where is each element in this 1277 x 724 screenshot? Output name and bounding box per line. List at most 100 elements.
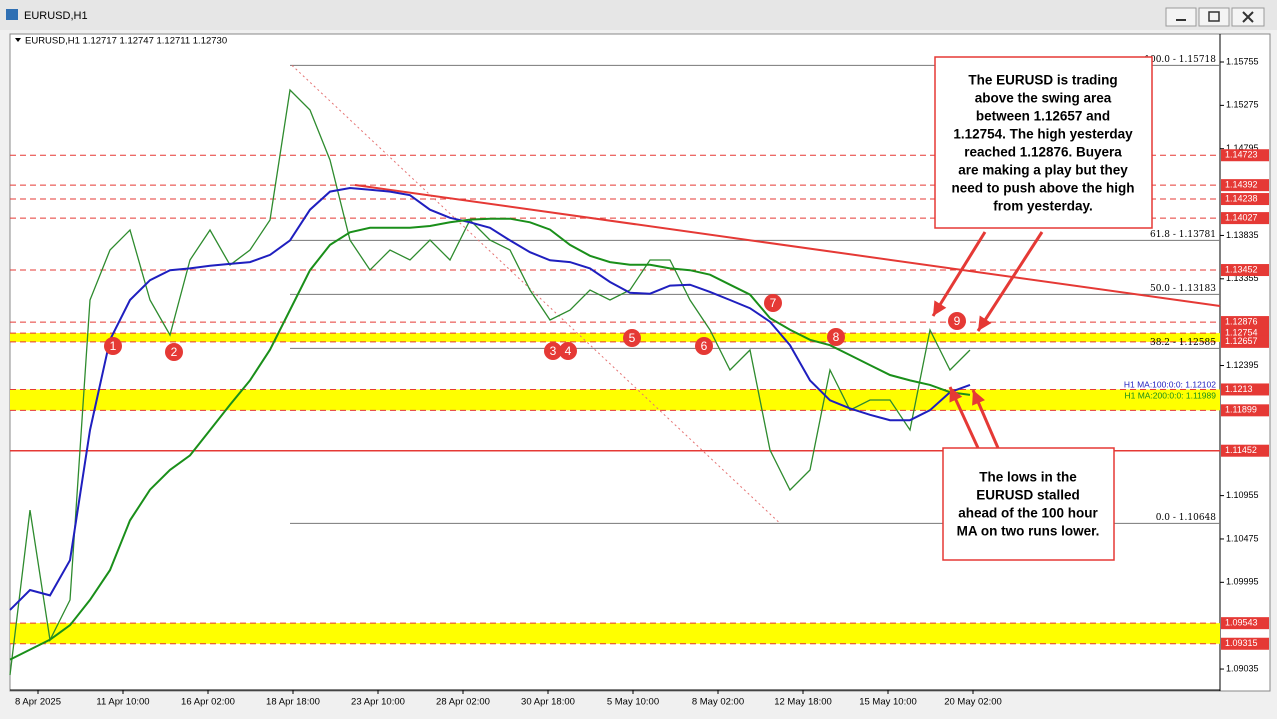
- annotation-text: The lows in the: [979, 470, 1077, 485]
- ma-label: H1 MA:200:0:0: 1.11989: [1124, 390, 1216, 400]
- support-zone: [10, 623, 1220, 644]
- marker-label: 2: [171, 345, 178, 359]
- annotation-text: reached 1.12876. Buyera: [964, 145, 1122, 160]
- fib-label: 38.2 - 1.12585: [1150, 338, 1216, 348]
- y-tick-label: 1.09035: [1226, 663, 1259, 673]
- x-tick-label: 20 May 02:00: [944, 697, 1002, 708]
- fib-label: 100.0 - 1.15718: [1144, 55, 1216, 65]
- close-icon: [1242, 11, 1254, 23]
- level-label-bg: [1221, 212, 1269, 225]
- marker-label: 5: [629, 331, 636, 345]
- y-tick-label: 1.14795: [1226, 143, 1259, 153]
- level-label-bg: [1221, 444, 1269, 457]
- marker-circle: [104, 337, 122, 355]
- marker-label: 6: [701, 339, 708, 353]
- marker-circle: [544, 342, 562, 360]
- marker-label: 4: [565, 344, 572, 358]
- level-label: 1.14027: [1225, 212, 1258, 222]
- level-label: 1.12754: [1225, 327, 1258, 337]
- fib-label: 0.0 - 1.10648: [1156, 513, 1217, 523]
- level-label: 1.14238: [1225, 193, 1258, 203]
- y-tick-label: 1.10475: [1226, 533, 1259, 543]
- window-icon: [6, 9, 18, 20]
- x-tick-label: 12 May 18:00: [774, 697, 832, 708]
- marker-circle: [559, 342, 577, 360]
- marker-label: 8: [833, 330, 840, 344]
- arrow-head: [978, 315, 992, 331]
- level-label-bg: [1221, 179, 1269, 192]
- marker-circle: [764, 294, 782, 312]
- annotation-text: need to push above the high: [951, 181, 1134, 196]
- marker-label: 1: [110, 339, 117, 353]
- level-label: 1.14392: [1225, 180, 1258, 190]
- marker-label: 7: [770, 296, 777, 310]
- x-tick-label: 15 May 10:00: [859, 697, 917, 708]
- arrow-head: [933, 300, 947, 316]
- y-tick-label: 1.15755: [1226, 56, 1259, 66]
- marker-circle: [623, 329, 641, 347]
- fib-label: 61.8 - 1.13781: [1150, 230, 1216, 240]
- annotation-text: above the swing area: [975, 91, 1112, 106]
- x-tick-label: 8 Apr 2025: [15, 697, 61, 708]
- level-label: 1.12657: [1225, 336, 1258, 346]
- level-label-bg: [1221, 404, 1269, 417]
- arrow-head: [949, 387, 963, 403]
- level-label: 1.12876: [1225, 316, 1258, 326]
- level-label-bg: [1221, 617, 1269, 630]
- x-tick-label: 8 May 02:00: [692, 697, 744, 708]
- support-zone: [10, 389, 1220, 411]
- marker-circle: [165, 343, 183, 361]
- annotation-text: between 1.12657 and: [976, 109, 1110, 124]
- level-label: 1.11452: [1225, 445, 1257, 455]
- x-tick-label: 16 Apr 02:00: [181, 697, 235, 708]
- x-tick-label: 11 Apr 10:00: [96, 697, 149, 708]
- y-tick-label: 1.12395: [1226, 360, 1259, 370]
- level-label: 1.09315: [1225, 638, 1258, 648]
- annotation-box: [934, 56, 1153, 229]
- x-tick-label: 28 Apr 02:00: [436, 697, 490, 708]
- level-label: 1.11899: [1225, 405, 1257, 415]
- maximize-button[interactable]: [1198, 7, 1230, 27]
- y-tick-label: 1.09995: [1226, 577, 1259, 587]
- fib-diagonal: [291, 64, 781, 524]
- level-label-bg: [1221, 637, 1269, 650]
- moving-average: [9, 217, 971, 661]
- level-label-bg: [1221, 316, 1269, 329]
- marker-label: 9: [954, 314, 961, 328]
- level-label-bg: [1221, 335, 1269, 348]
- x-tick-label: 23 Apr 10:00: [351, 697, 405, 708]
- trend-line: [354, 184, 1221, 307]
- annotation-box: [942, 447, 1115, 561]
- annotation-text: ahead of the 100 hour: [958, 506, 1098, 521]
- y-tick-label: 1.13355: [1226, 273, 1259, 283]
- marker-circle: [948, 312, 966, 330]
- annotation-text: MA on two runs lower.: [957, 524, 1100, 539]
- arrow-head: [972, 390, 985, 406]
- minimize-button[interactable]: [1165, 7, 1197, 27]
- header-arrow: [15, 38, 21, 42]
- level-label-bg: [1221, 264, 1269, 277]
- x-tick-label: 5 May 10:00: [607, 697, 659, 708]
- x-tick-label: 18 Apr 18:00: [266, 697, 320, 708]
- marker-circle: [695, 337, 713, 355]
- moving-average: [9, 186, 971, 611]
- marker-circle: [827, 328, 845, 346]
- y-tick-label: 1.15275: [1226, 100, 1259, 110]
- annotation-text: 1.12754. The high yesterday: [953, 127, 1133, 142]
- x-tick-label: 30 Apr 18:00: [521, 697, 575, 708]
- arrow-shaft: [931, 231, 987, 317]
- level-label-bg: [1221, 193, 1269, 206]
- fib-label: 50.0 - 1.13183: [1150, 284, 1216, 294]
- marker-label: 3: [550, 344, 557, 358]
- level-label: 1.14723: [1225, 150, 1258, 160]
- level-label-bg: [1221, 149, 1269, 162]
- annotation-text: from yesterday.: [993, 199, 1093, 214]
- annotation-text: The EURUSD is trading: [968, 73, 1117, 88]
- level-label: 1.13452: [1225, 264, 1258, 274]
- annotation-text: are making a play but they: [958, 163, 1128, 178]
- level-label-bg: [1221, 383, 1269, 396]
- level-label: 1.1213: [1225, 384, 1253, 394]
- annotation-text: EURUSD stalled: [976, 488, 1080, 503]
